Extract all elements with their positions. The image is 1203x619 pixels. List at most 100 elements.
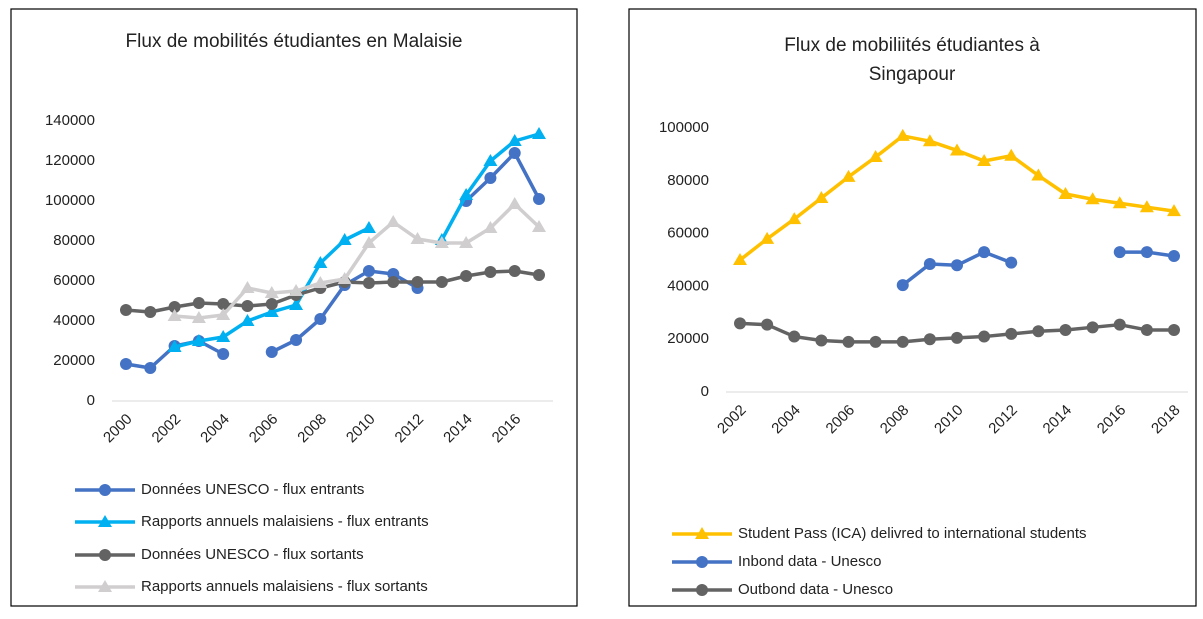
marker — [977, 154, 992, 166]
marker — [98, 515, 112, 527]
marker — [289, 284, 304, 296]
series-line — [174, 202, 541, 320]
marker — [815, 334, 828, 347]
marker — [144, 362, 157, 374]
marker — [240, 314, 255, 326]
marker — [1032, 325, 1045, 338]
legend-label: Rapports annuels malaisiens - flux sorta… — [141, 578, 428, 595]
y-tick-label: 140000 — [45, 112, 95, 129]
marker — [533, 193, 545, 205]
series-line — [464, 151, 541, 203]
marker — [1004, 148, 1019, 161]
marker — [841, 169, 856, 182]
chart-title: Flux de mobilités étudiantes en Malaisie — [126, 31, 463, 52]
marker — [1058, 187, 1073, 199]
marker — [761, 318, 774, 331]
marker — [217, 298, 230, 310]
y-tick-label: 80000 — [53, 232, 95, 249]
marker — [508, 265, 521, 277]
marker — [1031, 168, 1046, 181]
marker — [460, 270, 473, 282]
marker — [241, 300, 254, 312]
chart-title: Flux de mobiliités étudiantes à — [784, 35, 1040, 56]
marker — [361, 221, 376, 233]
marker — [532, 127, 546, 139]
marker — [337, 233, 352, 245]
marker — [120, 304, 132, 316]
marker — [1113, 318, 1126, 331]
y-tick-label: 40000 — [53, 312, 95, 329]
legend-label: Inbond data - Unesco — [738, 553, 881, 570]
marker — [191, 311, 206, 323]
marker — [264, 286, 279, 298]
marker — [787, 212, 802, 225]
marker — [387, 276, 400, 288]
marker — [362, 265, 375, 277]
marker — [1005, 256, 1018, 269]
marker — [483, 221, 498, 233]
legend-label: Données UNESCO - flux sortants — [141, 546, 364, 563]
marker — [896, 335, 909, 348]
marker — [951, 331, 963, 344]
marker — [483, 154, 498, 166]
marker — [290, 334, 303, 346]
marker — [507, 197, 522, 209]
marker — [869, 335, 882, 348]
marker — [167, 340, 182, 352]
chart-frame — [628, 8, 1197, 607]
marker — [1139, 200, 1154, 213]
marker — [695, 527, 709, 539]
marker — [1113, 246, 1126, 259]
marker — [1005, 327, 1018, 340]
marker — [362, 277, 375, 289]
y-tick-label: 40000 — [667, 277, 709, 294]
marker — [1085, 192, 1100, 205]
marker — [289, 298, 304, 310]
marker — [265, 298, 278, 310]
marker — [484, 172, 497, 184]
marker — [533, 269, 545, 281]
marker — [144, 306, 157, 318]
marker — [313, 256, 328, 268]
marker — [1167, 204, 1181, 217]
marker — [1059, 323, 1072, 336]
marker — [788, 330, 801, 343]
marker — [734, 317, 746, 330]
marker — [459, 188, 474, 200]
marker — [978, 330, 991, 343]
marker — [508, 147, 521, 159]
marker — [895, 128, 910, 141]
marker — [216, 308, 231, 320]
legend-label: Outbond data - Unesco — [738, 581, 893, 598]
marker — [167, 309, 182, 321]
marker — [950, 143, 964, 156]
legend-label: Student Pass (ICA) delivred to internati… — [738, 525, 1087, 542]
marker — [923, 333, 936, 346]
y-tick-label: 0 — [701, 383, 709, 400]
y-tick-label: 100000 — [659, 119, 709, 136]
y-tick-label: 80000 — [667, 172, 709, 189]
marker — [1168, 323, 1180, 336]
marker — [507, 134, 522, 146]
y-tick-label: 20000 — [53, 352, 95, 369]
marker — [923, 257, 936, 270]
marker — [1140, 246, 1153, 259]
marker — [760, 231, 775, 244]
marker — [951, 259, 963, 272]
marker — [1140, 323, 1153, 336]
y-tick-label: 0 — [87, 392, 95, 409]
marker — [264, 305, 279, 317]
marker — [386, 215, 401, 227]
marker — [361, 236, 376, 248]
marker — [484, 266, 497, 278]
y-tick-label: 120000 — [45, 152, 95, 169]
marker — [265, 346, 278, 358]
marker — [842, 335, 855, 348]
marker — [99, 549, 111, 561]
y-tick-label: 60000 — [667, 225, 709, 242]
marker — [191, 334, 206, 346]
y-tick-label: 60000 — [53, 272, 95, 289]
marker — [98, 580, 112, 592]
y-tick-label: 100000 — [45, 192, 95, 209]
